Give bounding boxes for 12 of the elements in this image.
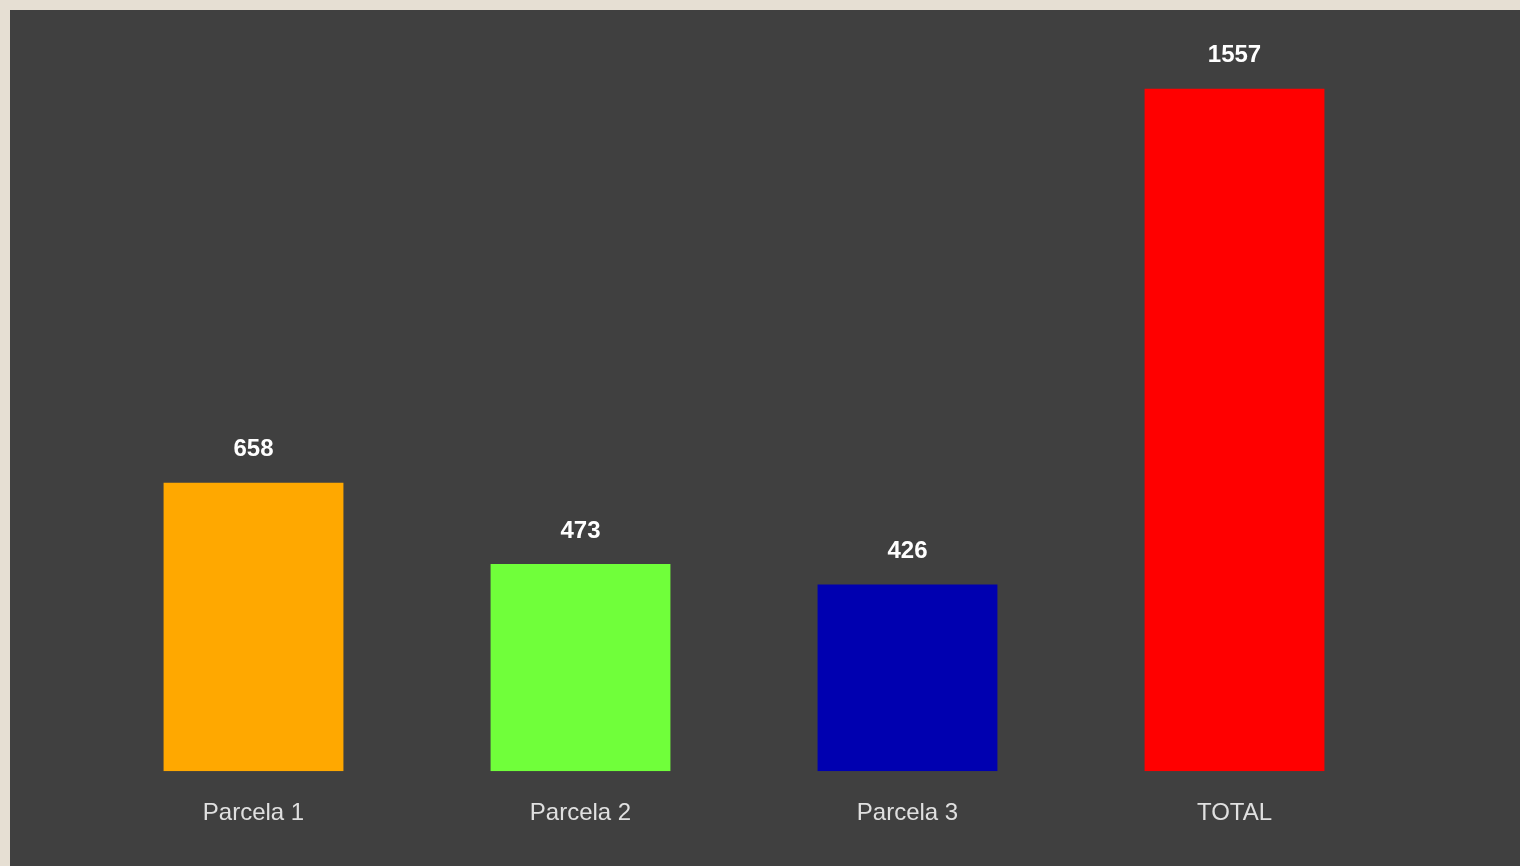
x-tick-label: TOTAL bbox=[1196, 798, 1273, 826]
data-label: 658 bbox=[233, 434, 274, 462]
x-tick-label: Parcela 1 bbox=[202, 798, 305, 826]
data-label: 1557 bbox=[1207, 40, 1262, 68]
bar bbox=[1144, 88, 1325, 772]
x-tick-label: Parcela 3 bbox=[856, 798, 959, 826]
bar bbox=[817, 584, 998, 772]
data-label: 473 bbox=[560, 515, 601, 543]
data-label: 426 bbox=[887, 536, 928, 564]
bar bbox=[163, 482, 344, 772]
x-tick-label: Parcela 2 bbox=[529, 798, 632, 826]
bar bbox=[490, 563, 671, 772]
